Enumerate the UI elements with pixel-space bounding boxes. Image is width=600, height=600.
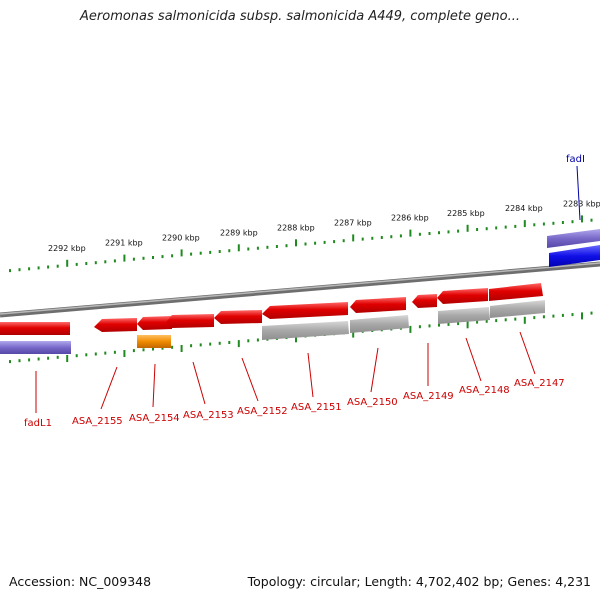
feature-asa2153-arrow [166,314,214,328]
feature-asa2149-arrow [412,294,437,308]
map-title: Aeromonas salmonicida subsp. salmonicida… [80,9,520,24]
label-asa2152: ASA_2152 [237,406,288,417]
feature-asa2147-gray [490,300,545,318]
feature-fadI-blue [549,245,600,267]
feature-asa2155-arrow [94,318,137,332]
feature-asa2154-orange [137,335,171,348]
scale-ticks-inner [9,311,593,364]
scale-label: 2284 kbp [505,204,543,213]
feature-asa2150-gray [350,315,409,333]
label-asa2149: ASA_2149 [403,391,454,402]
label-asa2150: ASA_2150 [347,397,398,408]
label-fadL1: fadL1 [24,418,52,429]
feature-fadL1-red [0,322,70,335]
scale-label: 2285 kbp [447,209,485,218]
label-asa2155: ASA_2155 [72,416,123,427]
feature-fadI-purple [547,229,600,248]
scale-label: 2287 kbp [334,218,372,227]
feature-asa2148-arrow [437,288,488,304]
feature-blocks [0,229,600,354]
feature-asa2147-arrow [489,283,543,301]
feature-asa2148-gray [438,307,490,324]
scale-label: 2289 kbp [220,228,258,237]
feature-asa2151-arrow [262,302,348,319]
label-fadI: fadI [566,154,585,165]
scale-labels: 2292 kbp 2291 kbp 2290 kbp 2289 kbp 2288 kbp… [48,199,600,252]
feature-labels: fadL1 ASA_2155 ASA_2154 ASA_2153 ASA_215… [24,154,585,429]
scale-ticks-outer [9,215,593,273]
feature-asa2150-arrow [350,297,406,313]
label-asa2153: ASA_2153 [183,410,234,421]
genome-backbone [0,261,600,318]
scale-label: 2292 kbp [48,244,86,253]
feature-asa2154-arrow [137,316,172,330]
feature-asa2151-gray [262,321,349,340]
scale-label: 2290 kbp [162,234,200,243]
label-asa2154: ASA_2154 [129,413,180,424]
scale-label: 2288 kbp [277,223,315,232]
genome-stats-text: Topology: circular; Length: 4,702,402 bp… [247,574,591,589]
label-asa2147: ASA_2147 [514,378,565,389]
scale-label: 2283 kbp [563,199,600,208]
label-asa2148: ASA_2148 [459,385,510,396]
feature-fadL1-purple [0,341,71,354]
feature-asa2152-arrow [214,310,262,324]
label-leaders [35,165,581,413]
accession-text: Accession: NC_009348 [9,574,152,589]
label-asa2151: ASA_2151 [291,402,342,413]
scale-label: 2291 kbp [105,239,143,248]
scale-label: 2286 kbp [391,214,429,223]
